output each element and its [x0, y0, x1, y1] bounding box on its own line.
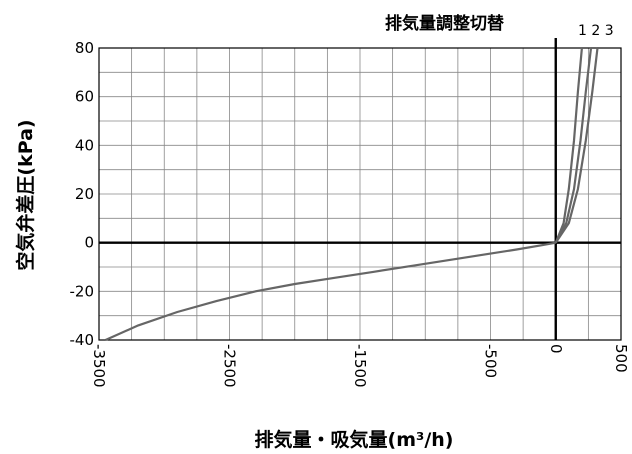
y-tick-label: -40 — [70, 331, 95, 349]
x-axis-title: 排気量・吸気量(m³/h) — [255, 428, 454, 451]
x-tick-label: -500 — [482, 344, 500, 378]
x-tick-label: -2500 — [221, 344, 239, 388]
x-tick-label: 0 — [547, 344, 565, 354]
curve-legend-label: 1 2 3 — [578, 23, 614, 39]
y-tick-label: 0 — [84, 234, 94, 252]
series-line-1 — [554, 47, 583, 244]
y-tick-label: 40 — [75, 136, 94, 154]
x-tick-label: 500 — [612, 344, 630, 373]
grid — [98, 47, 622, 341]
y-tick-label: 80 — [75, 39, 94, 57]
x-tick-labels: -3500 -2500 -1500 -500 0 500 — [90, 344, 630, 388]
series-line-2 — [554, 47, 593, 244]
series-line-3 — [554, 47, 599, 244]
series-line-intake — [105, 241, 556, 342]
y-tick-label: -20 — [70, 282, 95, 300]
chart-title: 排気量調整切替 — [385, 13, 505, 34]
y-tick-labels: -40 -20 0 20 40 60 80 — [70, 39, 95, 349]
plot-frame — [98, 47, 622, 341]
y-axis-title: 空気弁差圧(kPa) — [14, 119, 37, 270]
y-tick-label: 60 — [75, 88, 94, 106]
axes — [99, 38, 621, 340]
x-tick-label: -1500 — [351, 344, 369, 388]
series-lines — [105, 47, 599, 342]
x-tick-label: -3500 — [90, 344, 108, 388]
y-tick-label: 20 — [75, 185, 94, 203]
